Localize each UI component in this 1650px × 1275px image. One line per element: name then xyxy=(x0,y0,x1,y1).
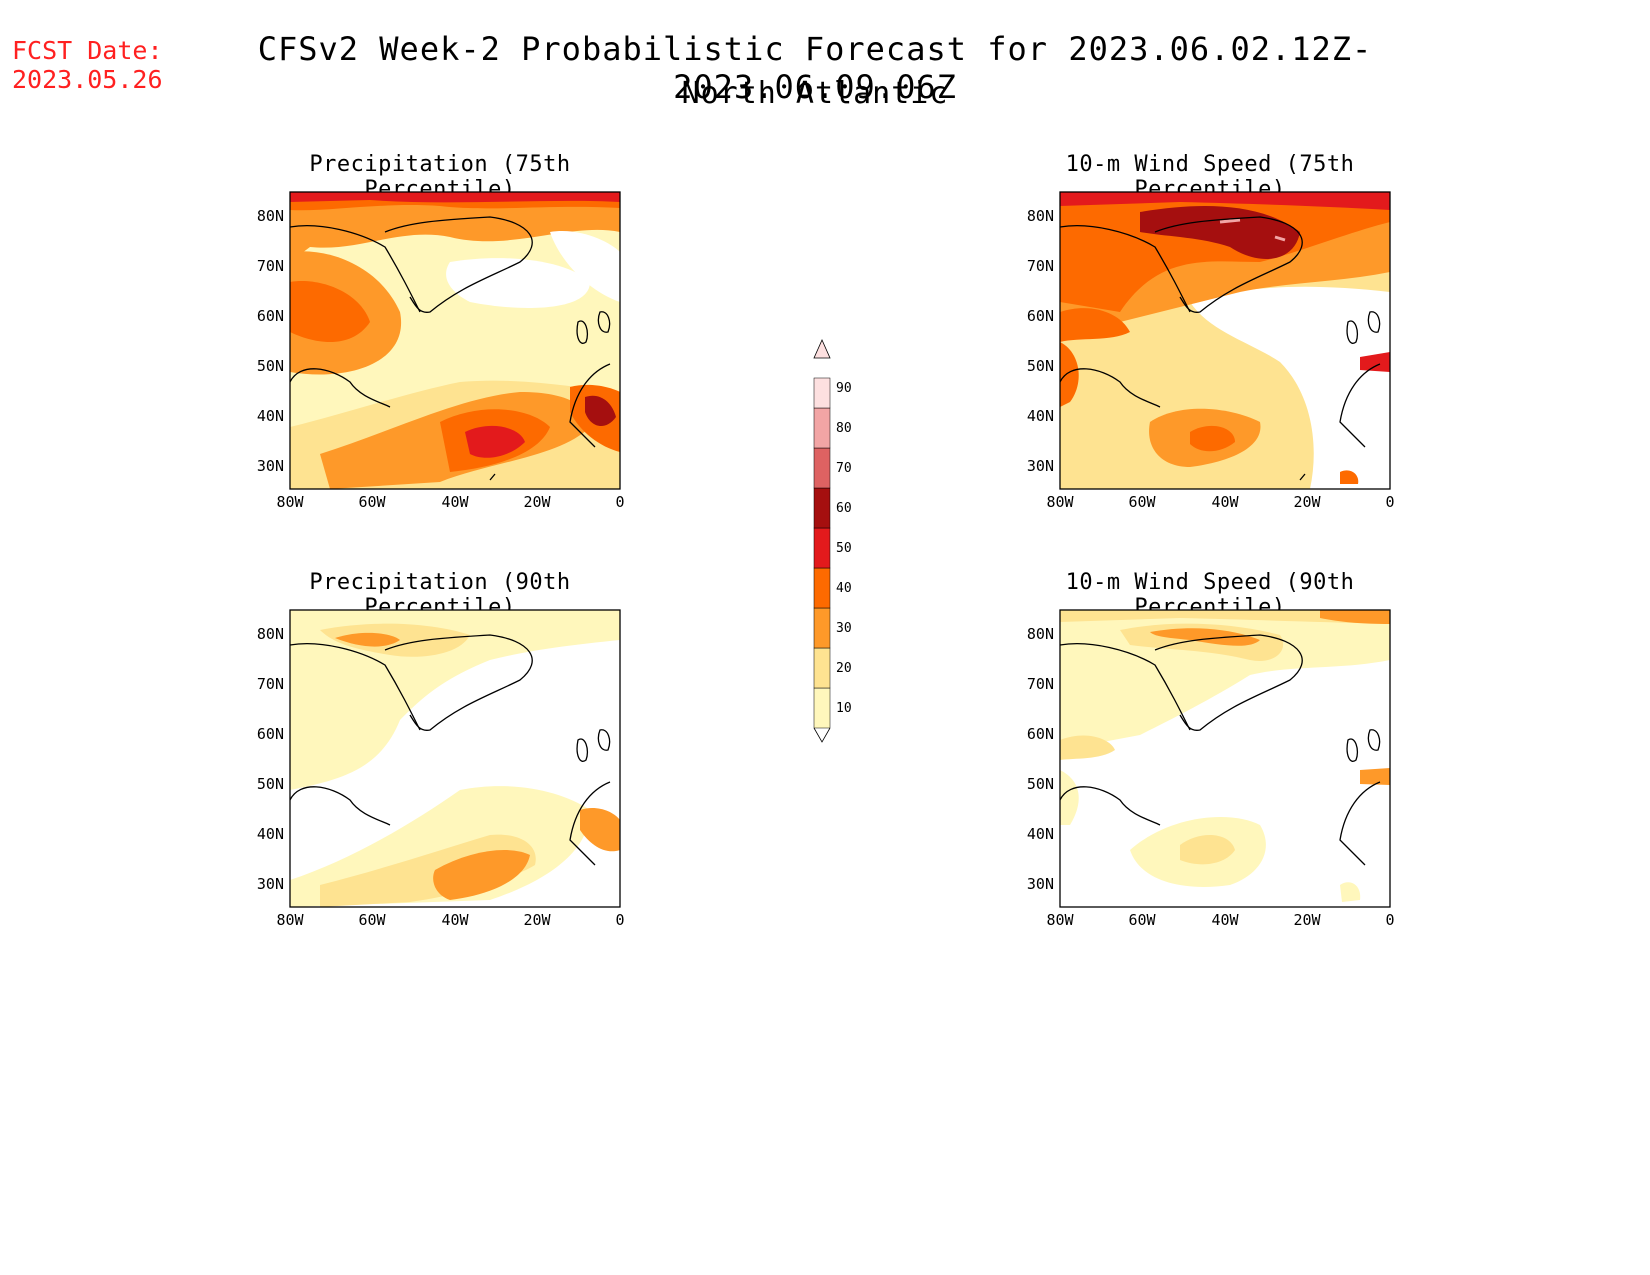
color-bar-label: 90 xyxy=(836,381,852,396)
color-bar-swatch xyxy=(813,607,831,649)
lon-tick-label: 40W xyxy=(1211,493,1239,511)
color-bar-swatch xyxy=(813,647,831,689)
lat-tick-label: 40N xyxy=(1027,407,1054,425)
color-bar-swatch xyxy=(813,447,831,489)
lon-tick-label: 0 xyxy=(1385,911,1394,929)
lat-tick-label: 80N xyxy=(257,625,284,643)
map-plot: 80N 70N 60N 50N 40N 30N 80W 60W 40W 20W … xyxy=(1027,609,1395,929)
color-bar-label: 70 xyxy=(836,461,852,476)
color-bar-swatch xyxy=(813,527,831,569)
color-bar-swatch xyxy=(813,377,831,409)
lat-tick-label: 70N xyxy=(1027,257,1054,275)
lat-tick-label: 50N xyxy=(257,775,284,793)
map-plot: 80N 70N 60N 50N 40N 30N 80W 60W 40W 20W … xyxy=(257,609,625,929)
lon-tick-label: 60W xyxy=(358,911,386,929)
lat-tick-label: 50N xyxy=(1027,357,1054,375)
lat-tick-label: 60N xyxy=(257,725,284,743)
lon-tick-label: 0 xyxy=(615,493,624,511)
lon-tick-label: 60W xyxy=(1128,493,1156,511)
lon-tick-label: 60W xyxy=(1128,911,1156,929)
lon-tick-label: 40W xyxy=(1211,911,1239,929)
panel-wind-90: 10-m Wind Speed (90th Percentile) 80N 70… xyxy=(1000,570,1420,970)
lat-tick-label: 50N xyxy=(257,357,284,375)
color-bar-swatch xyxy=(813,407,831,449)
map-plot: 80N 70N 60N 50N 40N 30N 80W 60W 40W 20W … xyxy=(257,191,625,511)
color-bar-top-arrow xyxy=(813,339,831,359)
lon-tick-label: 80W xyxy=(1046,493,1074,511)
color-bar-swatch xyxy=(813,687,831,729)
forecast-date-caption: FCST Date: xyxy=(12,36,163,65)
color-bar-label: 40 xyxy=(836,581,852,596)
lat-tick-label: 40N xyxy=(257,825,284,843)
lat-tick-label: 80N xyxy=(1027,625,1054,643)
lon-tick-label: 0 xyxy=(1385,493,1394,511)
lat-tick-label: 70N xyxy=(1027,675,1054,693)
lat-tick-label: 30N xyxy=(1027,457,1054,475)
lon-tick-label: 20W xyxy=(523,493,551,511)
color-bar-label: 20 xyxy=(836,661,852,676)
color-bar-label: 80 xyxy=(836,421,852,436)
lon-tick-label: 40W xyxy=(441,911,469,929)
panel-precip-75: Precipitation (75th Percentile) 80N 70N xyxy=(230,152,650,552)
lon-tick-label: 60W xyxy=(358,493,386,511)
lat-tick-label: 80N xyxy=(1027,207,1054,225)
color-bar-swatch xyxy=(813,567,831,609)
color-bar-label: 30 xyxy=(836,621,852,636)
lat-tick-label: 40N xyxy=(1027,825,1054,843)
color-bar-swatch xyxy=(813,487,831,529)
forecast-date-label: FCST Date: 2023.05.26 xyxy=(12,36,163,94)
lon-tick-label: 40W xyxy=(441,493,469,511)
map-plot: 80N 70N 60N 50N 40N 30N 80W 60W 40W 20W … xyxy=(1027,191,1395,511)
lon-tick-label: 80W xyxy=(276,493,304,511)
color-bar-label: 10 xyxy=(836,701,852,716)
lat-tick-label: 60N xyxy=(1027,725,1054,743)
lat-tick-label: 70N xyxy=(257,675,284,693)
lon-tick-label: 20W xyxy=(1293,911,1321,929)
lat-tick-label: 60N xyxy=(257,307,284,325)
lat-tick-label: 30N xyxy=(1027,875,1054,893)
color-bar-segments xyxy=(813,377,831,729)
color-bar-bottom-arrow xyxy=(813,727,831,743)
forecast-date-value: 2023.05.26 xyxy=(12,65,163,94)
color-bar-label: 50 xyxy=(836,541,852,556)
region-subtitle: North Atlantic xyxy=(681,76,949,111)
lat-tick-label: 70N xyxy=(257,257,284,275)
lat-tick-label: 30N xyxy=(257,457,284,475)
color-bar: 10 20 30 40 50 60 70 80 90 xyxy=(813,339,852,743)
page-title: CFSv2 Week-2 Probabilistic Forecast for … xyxy=(257,30,1373,106)
panel-wind-75: 10-m Wind Speed (75th Percentile) 80N 70… xyxy=(1000,152,1420,552)
color-bar-label: 60 xyxy=(836,501,852,516)
panel-precip-90: Precipitation (90th Percentile) 80N 70N … xyxy=(230,570,650,970)
lon-tick-label: 0 xyxy=(615,911,624,929)
lat-tick-label: 40N xyxy=(257,407,284,425)
lon-tick-label: 80W xyxy=(276,911,304,929)
lat-tick-label: 50N xyxy=(1027,775,1054,793)
lon-tick-label: 20W xyxy=(523,911,551,929)
lat-tick-label: 30N xyxy=(257,875,284,893)
lon-tick-label: 20W xyxy=(1293,493,1321,511)
lat-tick-label: 80N xyxy=(257,207,284,225)
lat-tick-label: 60N xyxy=(1027,307,1054,325)
lon-tick-label: 80W xyxy=(1046,911,1074,929)
